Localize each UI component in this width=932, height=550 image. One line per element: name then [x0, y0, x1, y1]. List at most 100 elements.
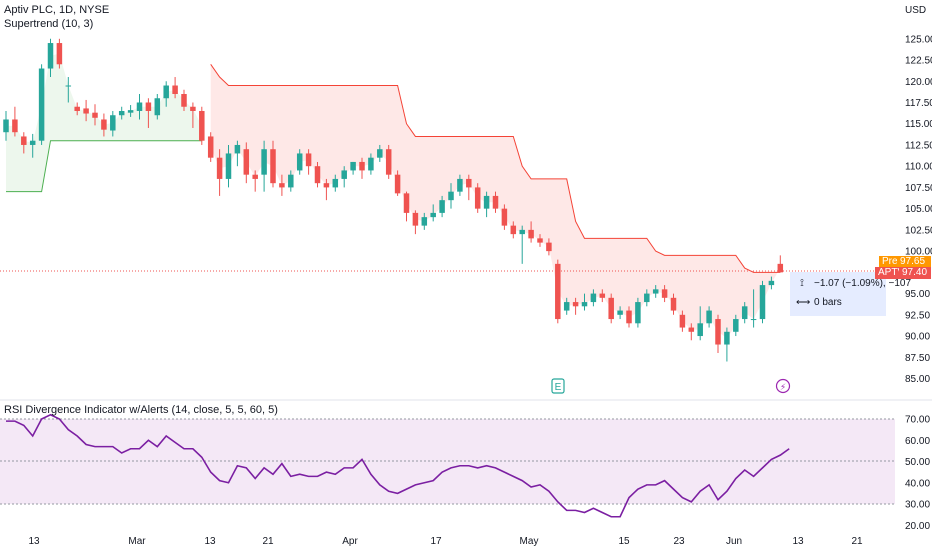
- candle[interactable]: [635, 297, 641, 328]
- candle[interactable]: [483, 191, 490, 218]
- candle[interactable]: [768, 276, 775, 290]
- candle[interactable]: [421, 212, 428, 230]
- candle[interactable]: [741, 302, 748, 324]
- candle[interactable]: [154, 94, 161, 120]
- candle[interactable]: [314, 161, 321, 188]
- candle[interactable]: [394, 170, 401, 196]
- candle[interactable]: [172, 77, 178, 99]
- candle[interactable]: [288, 170, 294, 192]
- candle[interactable]: [412, 210, 419, 235]
- candles-layer[interactable]: [3, 38, 784, 362]
- candle[interactable]: [110, 110, 116, 137]
- candle[interactable]: [715, 314, 721, 354]
- candle[interactable]: [252, 170, 258, 192]
- candle[interactable]: [750, 289, 757, 328]
- candle[interactable]: [3, 110, 9, 141]
- candle[interactable]: [377, 144, 383, 162]
- candle[interactable]: [190, 102, 196, 128]
- candle[interactable]: [474, 183, 481, 213]
- rsi-pane[interactable]: [0, 413, 895, 518]
- symbol-legend[interactable]: Aptiv PLC, 1D, NYSE: [4, 4, 110, 16]
- rsi-legend[interactable]: RSI Divergence Indicator w/Alerts (14, c…: [4, 404, 278, 416]
- measure-tool-box[interactable]: [790, 272, 886, 316]
- candle[interactable]: [501, 204, 508, 230]
- candle[interactable]: [581, 293, 588, 311]
- candle[interactable]: [323, 178, 330, 201]
- candle[interactable]: [305, 149, 312, 175]
- candle[interactable]: [519, 225, 525, 264]
- candle[interactable]: [83, 99, 89, 122]
- candle[interactable]: [207, 132, 214, 162]
- candle[interactable]: [590, 289, 597, 307]
- candle[interactable]: [670, 293, 677, 315]
- candle[interactable]: [724, 327, 730, 362]
- candle[interactable]: [29, 133, 36, 158]
- candle[interactable]: [92, 104, 98, 126]
- candle[interactable]: [430, 204, 436, 222]
- candle[interactable]: [216, 149, 223, 196]
- candle[interactable]: [439, 195, 445, 218]
- candle[interactable]: [759, 280, 766, 324]
- candle[interactable]: [510, 221, 517, 239]
- candle[interactable]: [21, 132, 27, 154]
- candle[interactable]: [733, 314, 739, 337]
- candle[interactable]: [47, 38, 54, 78]
- candle[interactable]: [466, 174, 472, 201]
- candle[interactable]: [38, 64, 45, 145]
- candle[interactable]: [118, 106, 125, 120]
- supertrend-legend[interactable]: Supertrend (10, 3): [4, 18, 94, 30]
- candle[interactable]: [163, 81, 169, 107]
- candle[interactable]: [65, 77, 72, 103]
- candle[interactable]: [225, 144, 232, 188]
- time-axis[interactable]: 13 Mar 13 21 Apr 17 May 15 23 Jun 13 21: [28, 536, 863, 547]
- candle[interactable]: [332, 174, 339, 192]
- candle[interactable]: [546, 238, 552, 256]
- candle[interactable]: [279, 174, 285, 196]
- candle[interactable]: [261, 140, 267, 192]
- rsi-axis[interactable]: 20.00 30.00 40.00 50.00 60.00 70.00: [905, 415, 930, 532]
- candle[interactable]: [243, 142, 250, 184]
- candle[interactable]: [403, 191, 410, 222]
- candle[interactable]: [644, 289, 650, 307]
- price-axis[interactable]: 85.00 87.50 90.00 92.50 95.00 100.00 102.50 105…: [905, 34, 932, 385]
- candle[interactable]: [555, 259, 561, 324]
- candle[interactable]: [145, 98, 152, 128]
- split-marker[interactable]: ⚡: [775, 378, 791, 394]
- candle[interactable]: [572, 297, 579, 315]
- candle[interactable]: [492, 191, 499, 213]
- candle[interactable]: [181, 89, 187, 111]
- candle[interactable]: [457, 174, 463, 196]
- candle[interactable]: [385, 144, 392, 179]
- price-pane[interactable]: [0, 38, 895, 362]
- candle[interactable]: [537, 234, 543, 247]
- candle[interactable]: [199, 106, 205, 145]
- candle[interactable]: [599, 289, 606, 303]
- candle[interactable]: [127, 105, 134, 117]
- candle[interactable]: [359, 157, 365, 179]
- candle[interactable]: [101, 113, 107, 137]
- candle[interactable]: [368, 153, 374, 175]
- candle[interactable]: [661, 285, 668, 303]
- candle[interactable]: [688, 323, 695, 341]
- candle[interactable]: [12, 106, 18, 137]
- candle[interactable]: [74, 102, 80, 116]
- candle[interactable]: [234, 140, 241, 167]
- candle[interactable]: [136, 94, 143, 120]
- candle[interactable]: [270, 140, 276, 188]
- candle[interactable]: [652, 285, 659, 298]
- candle[interactable]: [56, 38, 63, 69]
- candle[interactable]: [617, 306, 623, 320]
- candle[interactable]: [350, 161, 356, 175]
- candle[interactable]: [563, 297, 570, 315]
- candle[interactable]: [608, 293, 614, 324]
- candle[interactable]: [777, 255, 784, 273]
- candle[interactable]: [626, 306, 632, 328]
- candle[interactable]: [296, 149, 303, 175]
- candle[interactable]: [679, 310, 686, 332]
- candle[interactable]: [448, 183, 454, 209]
- candle[interactable]: [341, 166, 347, 188]
- candle[interactable]: [528, 221, 534, 243]
- candle[interactable]: [697, 306, 703, 341]
- earnings-marker[interactable]: E: [551, 378, 565, 394]
